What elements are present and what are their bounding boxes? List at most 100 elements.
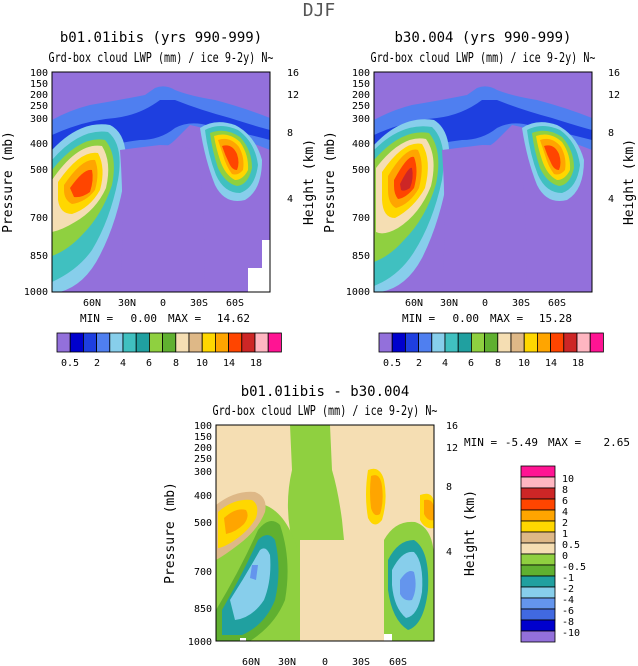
- panel-a-title: b01.01ibis (yrs 990-999): [60, 30, 262, 46]
- y-tick-label: 200: [194, 443, 212, 454]
- colorbar-swatch: [563, 332, 578, 353]
- y-right-tick-label: 12: [287, 90, 299, 101]
- colorbar-label: 4: [120, 358, 126, 369]
- panel-a-max-value: 14.62: [217, 312, 250, 325]
- colorbar-label: 10: [562, 474, 574, 485]
- x-tick-label: 60S: [226, 298, 244, 309]
- y-tick-label: 150: [194, 432, 212, 443]
- y-tick-label: 100: [30, 68, 48, 79]
- y-tick-label: 850: [352, 251, 370, 262]
- colorbar-swatch: [162, 332, 177, 353]
- y-right-tick-label: 8: [287, 128, 293, 139]
- x-tick-label: 0: [482, 298, 488, 309]
- panel-a-yticks-right: 16 12 8 4: [287, 68, 299, 205]
- y-tick-label: 500: [194, 518, 212, 529]
- colorbar-label: 10: [518, 358, 530, 369]
- panel-a-colorbar-labels: 0.5 2 4 6 8 10 14 18: [61, 358, 262, 369]
- colorbar-swatch: [122, 332, 137, 353]
- y-tick-label: 400: [30, 139, 48, 150]
- colorbar-swatch: [550, 332, 565, 353]
- colorbar-label: 8: [495, 358, 501, 369]
- x-tick-label: 60S: [389, 657, 407, 666]
- colorbar-swatch: [201, 332, 216, 353]
- colorbar-swatch: [520, 487, 556, 500]
- y-right-tick-label: 12: [608, 90, 620, 101]
- panel-b-colorbar-labels: 0.5 2 4 6 8 10 14 18: [383, 358, 584, 369]
- colorbar-swatch: [83, 332, 98, 353]
- y-tick-label: 150: [30, 79, 48, 90]
- panel-c-yticks-right: 16 12 8 4: [446, 421, 458, 558]
- y-tick-label: 200: [30, 90, 48, 101]
- colorbar-swatch: [175, 332, 190, 353]
- panel-a-colorbar: [56, 332, 282, 353]
- colorbar-swatch: [576, 332, 591, 353]
- colorbar-label: 0.5: [383, 358, 401, 369]
- panel-b-max-value: 15.28: [539, 312, 572, 325]
- y-tick-label: 250: [194, 454, 212, 465]
- x-tick-label: 30S: [190, 298, 208, 309]
- panel-b-min-value: 0.00: [453, 312, 480, 325]
- colorbar-swatch: [267, 332, 282, 353]
- colorbar-swatch: [96, 332, 111, 353]
- colorbar-swatch: [523, 332, 538, 353]
- colorbar-label: 18: [572, 358, 584, 369]
- panel-a-subtitle: Grd-box cloud LWP (mm) / ice 9-2y) N~: [49, 51, 274, 66]
- colorbar-swatch: [520, 542, 556, 555]
- colorbar-label: 6: [468, 358, 474, 369]
- y-tick-label: 300: [194, 467, 212, 478]
- colorbar-swatch: [228, 332, 243, 353]
- panel-c-colorbar: [520, 465, 556, 643]
- x-tick-label: 30S: [512, 298, 530, 309]
- panel-c-max-label: MAX =: [548, 436, 581, 449]
- y-tick-label: 1000: [346, 287, 370, 298]
- colorbar-label: 10: [196, 358, 208, 369]
- colorbar-swatch: [520, 531, 556, 544]
- y-right-tick-label: 8: [446, 482, 452, 493]
- colorbar-label: 4: [442, 358, 448, 369]
- panel-c-min-value: -5.49: [505, 436, 538, 449]
- colorbar-swatch: [520, 553, 556, 566]
- panel-c-ylabel: Pressure (mb): [163, 482, 178, 584]
- panel-c: b01.01ibis - b30.004 Grd-box cloud LWP (…: [163, 384, 630, 666]
- panel-b-min-label: MIN =: [402, 312, 435, 325]
- colorbar-label: 18: [250, 358, 262, 369]
- colorbar-swatch: [520, 586, 556, 599]
- colorbar-swatch: [520, 509, 556, 522]
- panel-c-xticks: 60N 30N 0 30S 60S: [242, 657, 407, 666]
- y-right-tick-label: 4: [287, 194, 293, 205]
- colorbar-swatch: [520, 564, 556, 577]
- colorbar-swatch: [589, 332, 604, 353]
- colorbar-label: -8: [562, 617, 574, 628]
- panel-a-min-label: MIN =: [80, 312, 113, 325]
- panel-b-max-label: MAX =: [490, 312, 523, 325]
- colorbar-swatch: [431, 332, 446, 353]
- panel-b-yticks: 100 150 200 250 300 400 500 700 850 1000: [346, 68, 370, 298]
- x-tick-label: 30S: [352, 657, 370, 666]
- colorbar-label: -2: [562, 584, 574, 595]
- y-right-tick-label: 4: [446, 547, 452, 558]
- panel-b-yticks-right: 16 12 8 4: [608, 68, 620, 205]
- y-tick-label: 1000: [24, 287, 48, 298]
- y-right-tick-label: 12: [446, 443, 458, 454]
- panel-b-ylabel-right: Height (km): [622, 139, 637, 225]
- colorbar-label: 6: [146, 358, 152, 369]
- colorbar-label: 0: [562, 551, 568, 562]
- y-tick-label: 300: [352, 114, 370, 125]
- y-tick-label: 850: [194, 604, 212, 615]
- colorbar-swatch: [520, 608, 556, 621]
- panel-c-contours: [216, 425, 434, 641]
- x-tick-label: 60N: [83, 298, 101, 309]
- y-tick-label: 400: [194, 491, 212, 502]
- x-tick-label: 30N: [440, 298, 458, 309]
- x-tick-label: 0: [160, 298, 166, 309]
- panel-c-ylabel-right: Height (km): [463, 490, 478, 576]
- panel-b-ylabel: Pressure (mb): [323, 131, 338, 233]
- panel-c-max-value: 2.65: [604, 436, 631, 449]
- y-tick-label: 300: [30, 114, 48, 125]
- colorbar-swatch: [444, 332, 459, 353]
- y-tick-label: 250: [30, 101, 48, 112]
- colorbar-swatch: [241, 332, 256, 353]
- colorbar-swatch: [418, 332, 433, 353]
- colorbar-label: 8: [562, 485, 568, 496]
- x-tick-label: 30N: [278, 657, 296, 666]
